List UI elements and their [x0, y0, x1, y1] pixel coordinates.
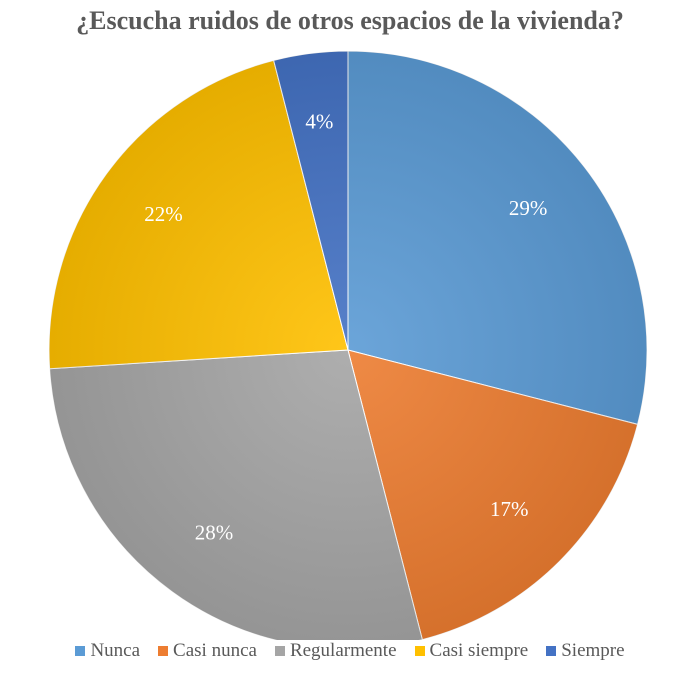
legend-item-casi-siempre: Casi siempre [414, 640, 529, 662]
legend-swatch [414, 646, 425, 656]
legend-label: Casi siempre [429, 640, 529, 661]
legend-label: Regularmente [289, 640, 397, 661]
data-label: 28% [195, 520, 234, 544]
legend-swatch [274, 646, 285, 656]
legend-swatch [546, 646, 557, 656]
legend-label: Siempre [561, 640, 625, 661]
legend-item-regularmente: Regularmente [274, 640, 397, 662]
data-label: 4% [305, 110, 333, 134]
data-label: 29% [509, 196, 548, 220]
data-label: 22% [144, 202, 183, 226]
legend-label: Nunca [90, 640, 141, 661]
legend-item-casi-nunca: Casi nunca [158, 640, 257, 662]
legend-item-nunca: Nunca [75, 640, 140, 662]
legend: Nunca Casi nunca Regularmente Casi siemp… [0, 640, 700, 662]
legend-swatch [158, 646, 169, 656]
pie-chart: 29% 17% 28% 22% 4% [48, 50, 648, 640]
legend-item-siempre: Siempre [546, 640, 625, 662]
chart-title: ¿Escucha ruidos de otros espacios de la … [76, 6, 624, 35]
legend-swatch [75, 646, 86, 656]
legend-label: Casi nunca [173, 640, 257, 661]
data-label: 17% [490, 497, 529, 521]
